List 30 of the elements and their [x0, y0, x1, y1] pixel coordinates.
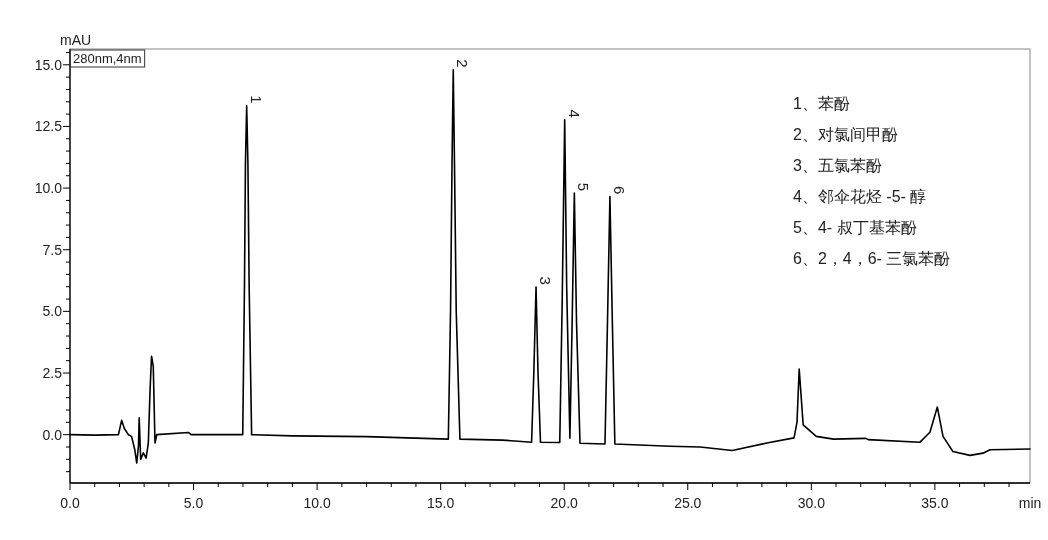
annotation: 280nm,4nm — [73, 51, 142, 66]
y-tick-label: 12.5 — [34, 118, 63, 135]
annotation: 4 — [565, 109, 583, 118]
annotation: 4、邻伞花烃 -5- 醇 — [793, 188, 927, 205]
annotation: 5 — [575, 182, 593, 192]
y-axis-title: mAU — [60, 32, 92, 48]
y-tick-label: 0.0 — [42, 426, 63, 443]
y-tick-label: 15.0 — [34, 56, 63, 73]
x-axis-title: min — [1018, 495, 1042, 511]
annotation: 6、2，4，6- 三氯苯酚 — [793, 250, 951, 267]
y-tick-label: 5.0 — [42, 303, 63, 320]
annotation: 1、苯酚 — [793, 95, 850, 112]
annotation: 1 — [247, 95, 265, 104]
annotation: 5、4- 叔丁基苯酚 — [793, 219, 917, 236]
annotation: 3、五氯苯酚 — [793, 157, 882, 174]
x-tick-label: 5.0 — [183, 495, 204, 511]
x-tick-label: 30.0 — [797, 495, 826, 511]
annotation: 2、对氯间甲酚 — [793, 126, 898, 143]
x-tick-label: 20.0 — [550, 495, 579, 511]
annotation: 6 — [610, 186, 628, 195]
x-tick-label: 25.0 — [674, 495, 702, 511]
y-tick-label: 7.5 — [42, 241, 63, 258]
y-tick-label: 10.0 — [34, 180, 63, 197]
x-tick-label: 10.0 — [303, 495, 331, 511]
x-tick-label: 0.0 — [60, 495, 80, 511]
x-tick-label: 15.0 — [427, 495, 455, 511]
annotation: 2 — [454, 59, 472, 68]
x-tick-label: 35.0 — [921, 495, 949, 511]
annotation: 3 — [537, 276, 555, 285]
y-tick-label: 2.5 — [42, 365, 63, 382]
